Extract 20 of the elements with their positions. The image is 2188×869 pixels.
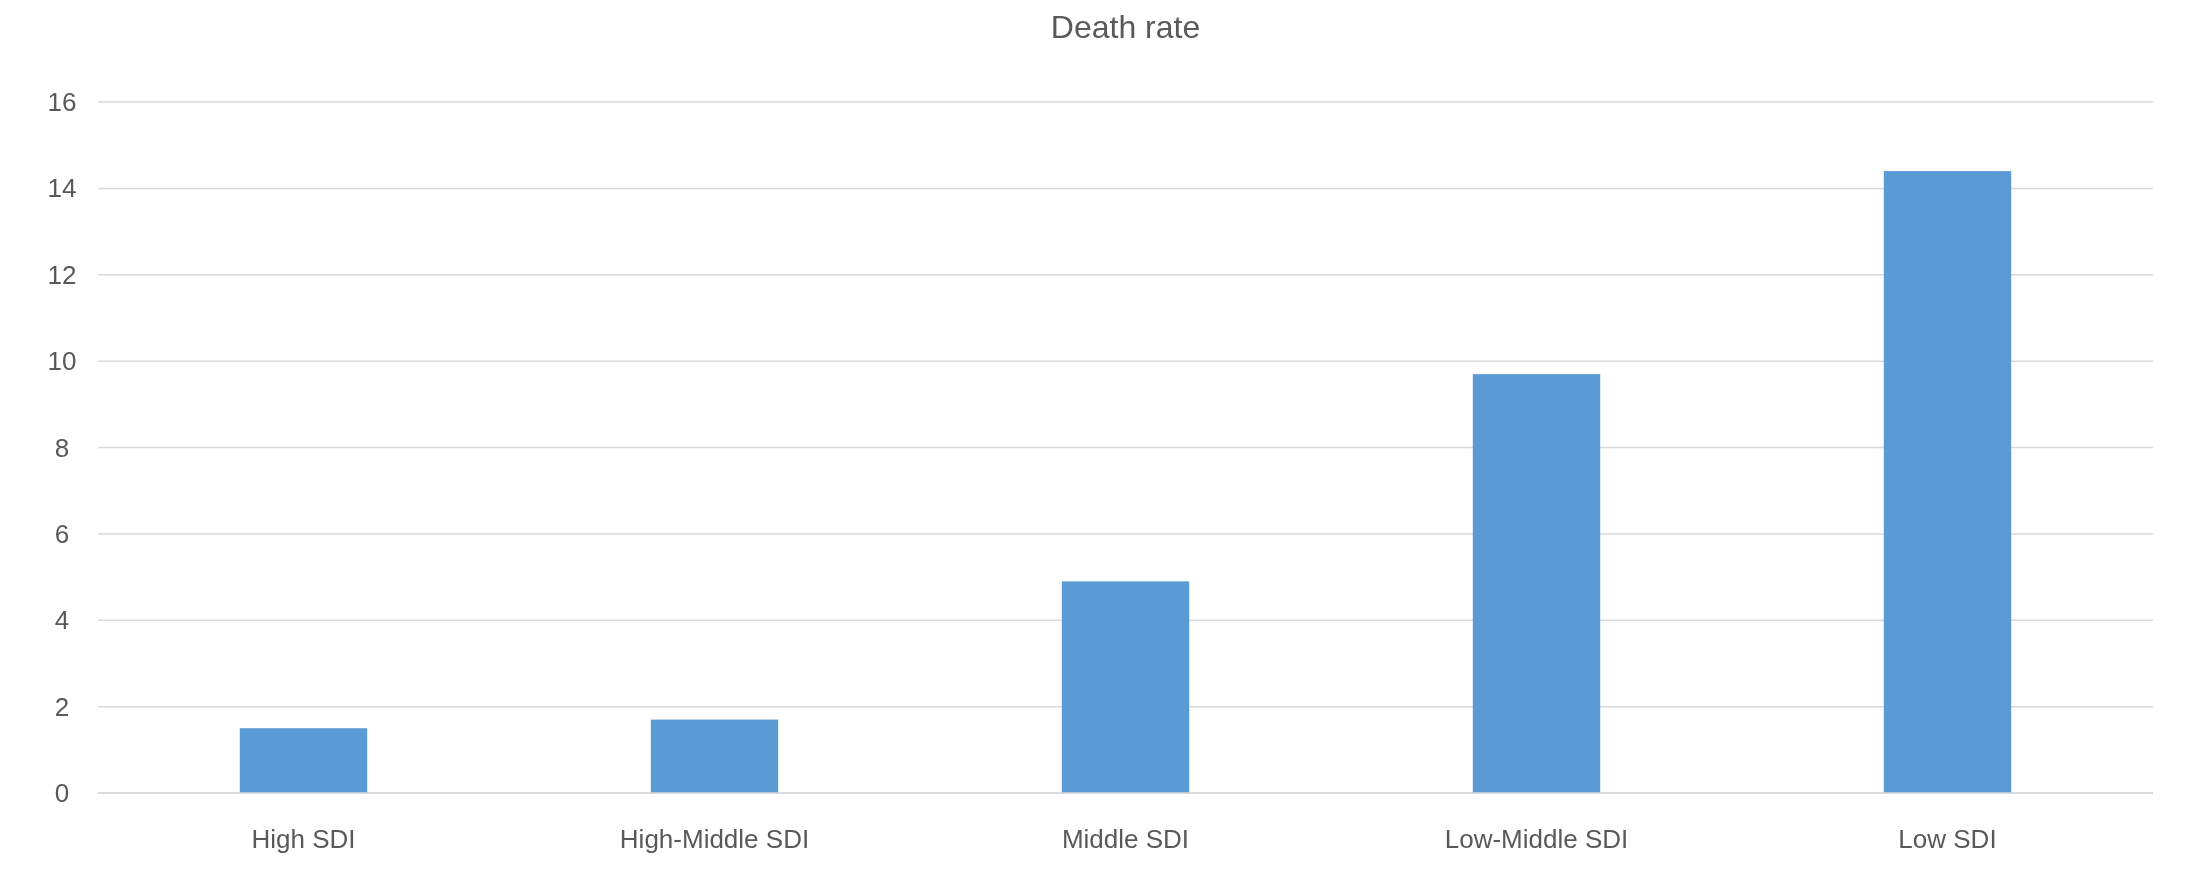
x-tick-label: High-Middle SDI [619,824,810,854]
y-tick-label: 2 [54,691,70,722]
y-tick-label: 0 [54,778,70,809]
bar [1883,171,2012,793]
x-tick-label: High SDI [251,824,356,854]
y-tick-label: 8 [54,432,70,463]
y-tick-label: 12 [47,259,77,290]
x-tick-label: Middle SDI [1061,824,1190,854]
y-tick-label: 10 [47,346,77,377]
y-tick-label: 4 [54,605,70,636]
bar [1061,581,1190,793]
bar [1472,374,1601,793]
bar [239,728,368,793]
y-tick-label: 6 [54,518,70,549]
y-tick-label: 16 [47,87,77,118]
x-tick-label: Low-Middle SDI [1444,824,1629,854]
bar [650,719,779,793]
y-tick-label: 14 [47,173,77,204]
chart-title: Death rate [1050,9,1201,45]
x-tick-label: Low SDI [1898,824,1997,854]
